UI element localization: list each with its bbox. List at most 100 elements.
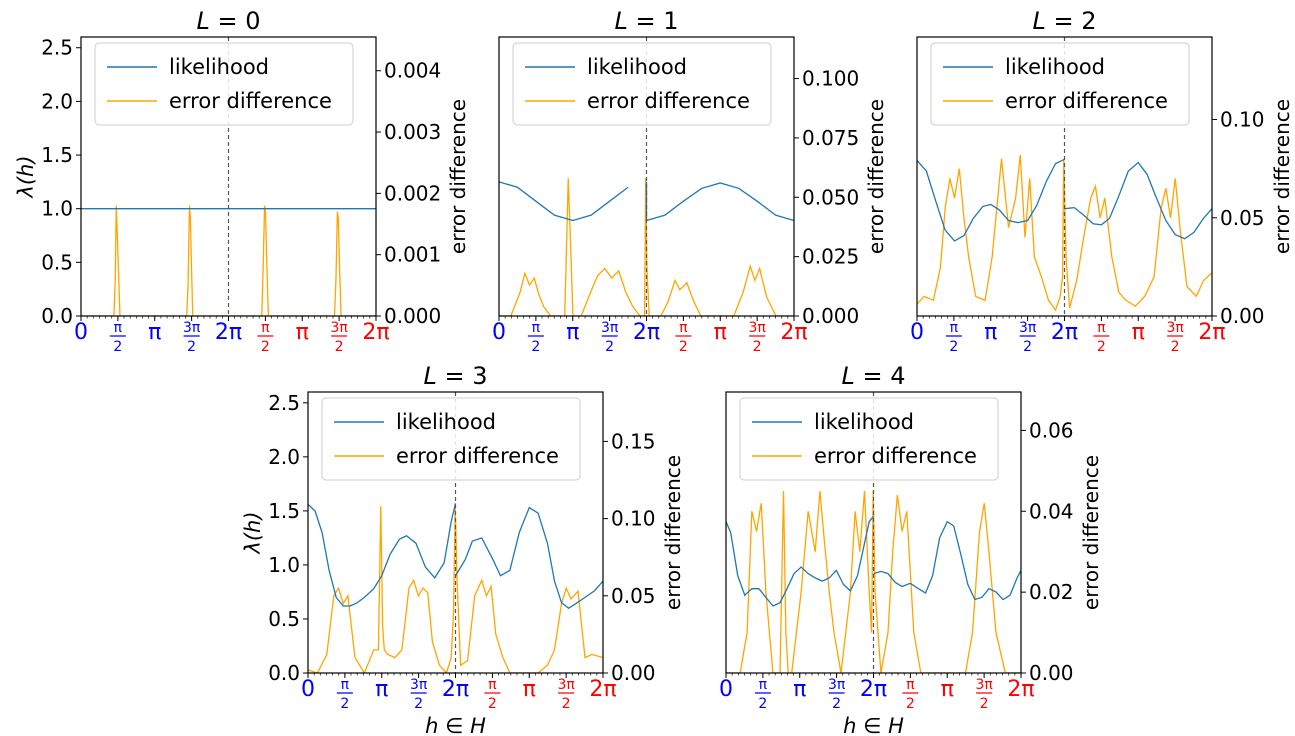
- x-tick-label-denominator: 2: [949, 339, 958, 355]
- legend: likelihood error difference: [94, 42, 354, 126]
- legend-box: [739, 397, 999, 481]
- x-tick-label-denominator: 2: [113, 339, 122, 355]
- title-variable: L: [1032, 7, 1045, 35]
- y-right-axis-label: error difference: [1079, 455, 1103, 610]
- subplot-title: L = 2: [1032, 7, 1096, 35]
- legend-box: [930, 42, 1190, 126]
- y-right-tick-label: 0.00: [611, 661, 656, 685]
- y-left-tick-label: 2.5: [41, 36, 73, 60]
- x-tick-label: 2π: [1007, 677, 1034, 702]
- x-tick-label: π: [984, 320, 997, 345]
- legend: likelihood error difference: [512, 42, 772, 126]
- y-right-tick-label: 0.100: [802, 67, 859, 91]
- y-right-tick-label: 0.000: [802, 304, 859, 328]
- x-tick-label-denominator: 2: [1171, 339, 1180, 355]
- y-right-axis-label: error difference: [661, 455, 685, 610]
- subplot-title: L = 3: [423, 362, 487, 390]
- x-tick-label-denominator: 2: [187, 339, 196, 355]
- x-tick-label: 3π2: [183, 320, 201, 355]
- x-tick-label-numerator: 3π: [1019, 320, 1037, 336]
- y-right-tick-label: 0.075: [802, 126, 859, 150]
- y-left-tick-label: 1.0: [41, 197, 73, 221]
- y-right-tick-label: 0.003: [384, 120, 441, 144]
- title-value: = 4: [855, 362, 906, 390]
- x-tick-label: 3π2: [828, 677, 846, 712]
- y-left-tick-label: 0.5: [41, 250, 73, 274]
- x-tick-label-numerator: π: [488, 677, 497, 693]
- legend: likelihood error difference: [930, 42, 1190, 126]
- y-left-tick-label: 2.0: [268, 445, 300, 469]
- x-tick-label: 3π2: [975, 677, 993, 712]
- subplot-title: L = 4: [841, 362, 905, 390]
- xlabel-set: H: [470, 714, 486, 736]
- x-axis-label: h ∈ H: [843, 714, 904, 736]
- x-tick-label-numerator: π: [532, 320, 541, 336]
- legend-label: error difference: [169, 89, 332, 113]
- legend-label: error difference: [1005, 89, 1168, 113]
- x-tick-label-numerator: 3π: [975, 677, 993, 693]
- x-tick-label-numerator: 3π: [557, 677, 575, 693]
- x-tick-label: 3π2: [410, 677, 428, 712]
- x-tick-label-numerator: π: [341, 677, 350, 693]
- x-tick-label: π: [148, 320, 161, 345]
- x-tick-label-denominator: 2: [562, 696, 571, 712]
- x-tick-label: π: [793, 677, 806, 702]
- title-value: = 2: [1046, 7, 1097, 35]
- xlabel-in: ∈: [438, 714, 470, 736]
- title-variable: L: [423, 362, 436, 390]
- legend: likelihood error difference: [739, 397, 999, 481]
- x-tick-label-numerator: π: [261, 320, 270, 336]
- y-left-tick-label: 1.5: [41, 143, 73, 167]
- xlabel-set: H: [888, 714, 904, 736]
- legend-box: [321, 397, 581, 481]
- series-line-error-difference: [81, 205, 376, 316]
- x-tick-label-denominator: 2: [335, 339, 344, 355]
- x-tick-label: π: [1132, 320, 1145, 345]
- legend-label: likelihood: [814, 410, 914, 434]
- y-left-tick-label: 0.0: [41, 304, 73, 328]
- x-tick-label-denominator: 2: [261, 339, 270, 355]
- y-right-tick-label: 0.00: [1029, 661, 1074, 685]
- x-tick-label-numerator: π: [114, 320, 123, 336]
- y-left-tick-label: 1.5: [268, 499, 300, 523]
- title-variable: L: [841, 362, 854, 390]
- x-tick-label-numerator: 3π: [183, 320, 201, 336]
- x-tick-label: π2: [902, 677, 919, 712]
- x-axis-label: h ∈ H: [425, 714, 486, 736]
- legend-label: likelihood: [169, 55, 269, 79]
- x-tick-label: π2: [109, 320, 126, 355]
- y-right-tick-label: 0.002: [384, 181, 441, 205]
- y-right-axis-label: error difference: [864, 99, 888, 254]
- subplot-title: L = 0: [196, 7, 260, 35]
- series-line-error-difference: [726, 491, 1021, 673]
- y-right-tick-label: 0.15: [611, 429, 656, 453]
- x-tick-label-denominator: 2: [531, 339, 540, 355]
- x-tick-label: 2π: [860, 677, 887, 702]
- x-tick-label: π2: [675, 320, 692, 355]
- xlabel-in: ∈: [856, 714, 888, 736]
- x-tick-label: 2π: [215, 320, 242, 345]
- y-left-tick-label: 2.5: [268, 391, 300, 415]
- series-line-likelihood: [917, 158, 1212, 242]
- x-tick-label-numerator: π: [679, 320, 688, 336]
- y-right-tick-label: 0.04: [1029, 499, 1074, 523]
- x-tick-label-denominator: 2: [1023, 339, 1032, 355]
- xlabel-var: h: [425, 714, 438, 736]
- y-right-tick-label: 0.001: [384, 243, 441, 267]
- x-tick-label-numerator: 3π: [330, 320, 348, 336]
- x-tick-label-denominator: 2: [1097, 339, 1106, 355]
- y-left-tick-label: 2.0: [41, 89, 73, 113]
- x-tick-label: 3π2: [330, 320, 348, 355]
- x-tick-label-numerator: 3π: [601, 320, 619, 336]
- subplot-title: L = 1: [614, 7, 678, 35]
- x-tick-label: 3π2: [1019, 320, 1037, 355]
- x-tick-label: π2: [945, 320, 962, 355]
- title-value: = 0: [210, 7, 261, 35]
- legend-label: likelihood: [396, 410, 496, 434]
- x-tick-label: π: [523, 677, 536, 702]
- y-left-tick-label: 0.0: [268, 661, 300, 685]
